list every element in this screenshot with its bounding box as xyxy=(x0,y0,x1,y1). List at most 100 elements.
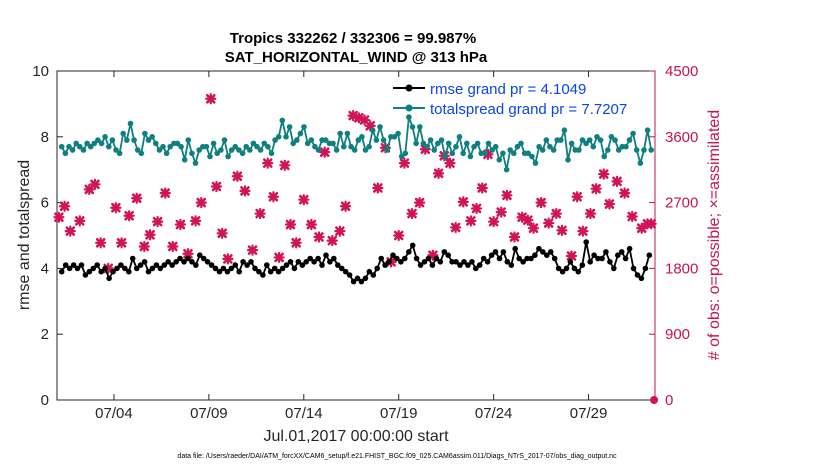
spread-data-point xyxy=(626,137,633,143)
assimilated-obs-marker xyxy=(64,225,76,237)
assimilated-obs-marker xyxy=(527,222,540,234)
spread-data-point xyxy=(633,147,640,153)
spread-data-point xyxy=(351,147,358,153)
rmse-data-point xyxy=(279,265,286,272)
rmse-data-point xyxy=(145,268,152,275)
assimilated-obs-marker xyxy=(205,93,217,105)
rmse-data-point xyxy=(110,268,116,275)
rmse-data-point xyxy=(559,268,566,275)
spread-data-point xyxy=(442,153,448,160)
spread-data-point xyxy=(583,140,589,147)
assimilated-obs-marker xyxy=(476,182,488,194)
rmse-data-point xyxy=(220,265,227,272)
rmse-data-point xyxy=(248,259,254,265)
left-tick-label: 2 xyxy=(41,326,49,343)
rmse-data-point xyxy=(532,252,538,258)
rmse-data-point xyxy=(114,265,120,272)
assimilated-obs-marker xyxy=(584,207,597,220)
legend-label-spread: totalspread grand pr = 7.7207 xyxy=(430,101,627,118)
assimilated-obs-marker xyxy=(393,229,405,242)
assimilated-obs-marker xyxy=(406,207,418,220)
assimilated-obs-marker xyxy=(95,237,107,249)
legend-label-rmse: rmse grand pr = 4.1049 xyxy=(430,81,586,98)
rmse-data-point xyxy=(252,265,258,272)
spread-data-point xyxy=(637,160,644,166)
spread-data-point xyxy=(536,143,542,150)
rmse-data-point xyxy=(303,259,310,265)
possible-obs-marker xyxy=(650,396,659,404)
spread-data-point xyxy=(207,153,213,160)
assimilated-obs-marker xyxy=(144,229,156,241)
assimilated-obs-marker xyxy=(262,157,274,169)
spread-data-point xyxy=(532,160,539,166)
assimilated-obs-marker xyxy=(313,231,325,243)
rmse-data-point xyxy=(441,249,448,255)
spread-data-point xyxy=(612,137,618,143)
assimilated-obs-marker xyxy=(89,178,101,190)
rmse-data-point xyxy=(271,265,278,272)
spread-data-point xyxy=(214,150,220,157)
spread-data-point xyxy=(492,143,499,150)
assimilated-obs-marker xyxy=(110,202,122,214)
rmse-data-point xyxy=(445,252,452,258)
spread-data-point xyxy=(500,150,506,157)
rmse-data-point xyxy=(595,255,601,262)
spread-data-point xyxy=(301,124,307,130)
assimilated-obs-marker xyxy=(290,237,302,249)
rmse-data-point xyxy=(236,268,242,275)
rmse-data-point xyxy=(66,265,73,272)
assimilated-obs-marker xyxy=(305,218,317,231)
spread-data-point xyxy=(594,134,600,140)
rmse-data-point xyxy=(575,268,582,275)
rmse-data-point xyxy=(378,255,385,262)
rmse-data-point xyxy=(208,262,215,268)
rmse-data-point xyxy=(603,249,609,255)
rmse-data-point xyxy=(157,265,164,272)
spread-data-point xyxy=(247,147,253,153)
rmse-data-point xyxy=(129,255,136,262)
assimilated-obs-marker xyxy=(246,244,259,256)
spread-data-point xyxy=(615,147,622,153)
rmse-data-point xyxy=(106,275,112,282)
spread-data-point xyxy=(312,143,318,150)
rmse-data-point xyxy=(626,245,633,252)
spread-data-point xyxy=(243,143,249,150)
assimilated-obs-marker xyxy=(115,237,128,249)
rmse-data-point xyxy=(583,239,589,245)
rmse-data-point xyxy=(587,259,593,265)
spread-data-point xyxy=(261,140,268,147)
spread-data-point xyxy=(511,150,517,157)
spread-data-point xyxy=(210,140,217,147)
rmse-data-point xyxy=(611,265,617,272)
rmse-data-point xyxy=(638,275,645,282)
assimilated-obs-marker xyxy=(550,207,562,220)
right-tick-label: 3600 xyxy=(665,129,698,146)
spread-data-point xyxy=(106,143,112,150)
spread-data-point xyxy=(304,140,311,147)
right-tick-label: 0 xyxy=(665,392,673,409)
obs-markers xyxy=(53,93,659,404)
spread-data-point xyxy=(525,150,531,157)
spread-data-point xyxy=(565,157,571,163)
spread-data-point xyxy=(196,147,202,153)
rmse-data-point xyxy=(390,252,396,258)
rmse-data-point xyxy=(169,262,175,268)
spread-data-point xyxy=(377,124,383,130)
assimilated-obs-marker xyxy=(398,157,411,169)
rmse-data-point xyxy=(173,259,179,265)
right-tick-label: 4500 xyxy=(665,63,698,80)
rmse-data-point xyxy=(398,259,404,265)
spread-data-point xyxy=(529,153,535,160)
spread-data-point xyxy=(605,147,611,153)
rmse-data-point xyxy=(607,259,613,265)
rmse-data-point xyxy=(370,272,377,278)
spread-data-point xyxy=(153,140,159,147)
assimilated-obs-marker xyxy=(619,187,631,199)
rmse-data-point xyxy=(591,252,597,258)
spread-data-point xyxy=(167,143,173,150)
rmse-data-point xyxy=(461,259,467,265)
spread-data-point xyxy=(435,140,441,147)
spread-data-point xyxy=(413,140,419,147)
rmse-data-point xyxy=(433,255,440,262)
